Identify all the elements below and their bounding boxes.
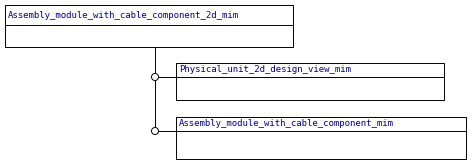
Bar [176,63,444,100]
Circle shape [152,128,158,135]
Text: Assembly_module_with_cable_component_2d_mim: Assembly_module_with_cable_component_2d_… [8,10,239,19]
Text: Assembly_module_with_cable_component_mim: Assembly_module_with_cable_component_mim [179,119,394,129]
Text: Physical_unit_2d_design_view_mim: Physical_unit_2d_design_view_mim [179,66,351,74]
Bar [5,5,293,47]
Circle shape [152,74,158,80]
Bar [176,117,466,159]
